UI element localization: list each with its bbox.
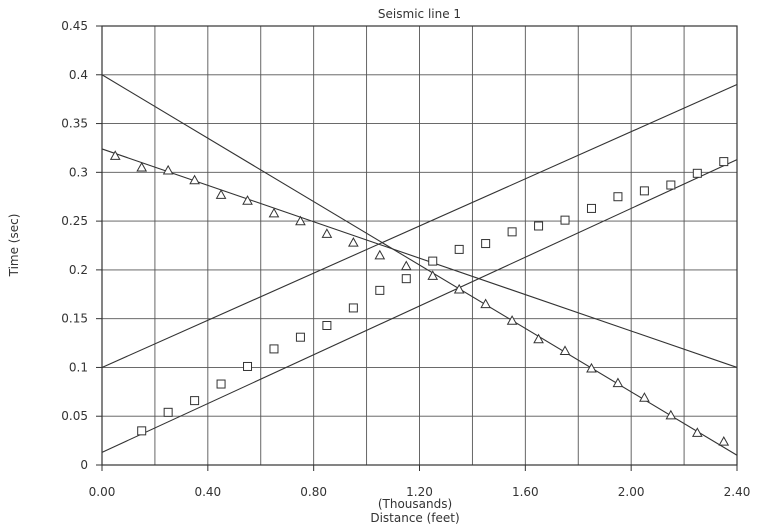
square-marker: [402, 275, 410, 283]
square-marker: [429, 257, 437, 265]
square-marker: [349, 304, 357, 312]
chart-title: Seismic line 1: [378, 7, 461, 21]
square-marker: [693, 169, 701, 177]
square-marker: [217, 380, 225, 388]
x-tick-label: 0.40: [194, 485, 221, 499]
square-marker: [296, 333, 304, 341]
x-axis-unit: (Thousands): [378, 497, 452, 511]
square-marker: [667, 181, 675, 189]
y-tick-label: 0.05: [61, 409, 88, 423]
y-tick-label: 0.1: [69, 360, 88, 374]
y-tick-label: 0.2: [69, 263, 88, 277]
x-tick-label: 2.40: [724, 485, 751, 499]
y-tick-label: 0.4: [69, 68, 88, 82]
square-marker: [244, 362, 252, 370]
y-tick-label: 0.25: [61, 214, 88, 228]
square-marker: [270, 345, 278, 353]
y-tick-label: 0.15: [61, 312, 88, 326]
x-tick-label: 1.60: [512, 485, 539, 499]
y-tick-label: 0.45: [61, 19, 88, 33]
square-marker: [508, 228, 516, 236]
square-marker: [535, 222, 543, 230]
square-marker: [323, 321, 331, 329]
y-tick-label: 0.35: [61, 117, 88, 131]
square-marker: [561, 216, 569, 224]
square-marker: [376, 286, 384, 294]
x-tick-label: 2.00: [618, 485, 645, 499]
square-marker: [138, 427, 146, 435]
square-marker: [587, 204, 595, 212]
x-axis-label: Distance (feet): [370, 511, 459, 525]
x-tick-label: 0.80: [300, 485, 327, 499]
y-tick-label: 0: [80, 458, 88, 472]
square-marker: [614, 193, 622, 201]
y-tick-label: 0.3: [69, 165, 88, 179]
square-marker: [455, 245, 463, 253]
square-marker: [191, 397, 199, 405]
y-axis-label: Time (sec): [7, 214, 21, 278]
square-marker: [720, 158, 728, 166]
square-marker: [164, 408, 172, 416]
x-tick-label: 0.00: [89, 485, 116, 499]
square-marker: [482, 240, 490, 248]
square-marker: [640, 187, 648, 195]
